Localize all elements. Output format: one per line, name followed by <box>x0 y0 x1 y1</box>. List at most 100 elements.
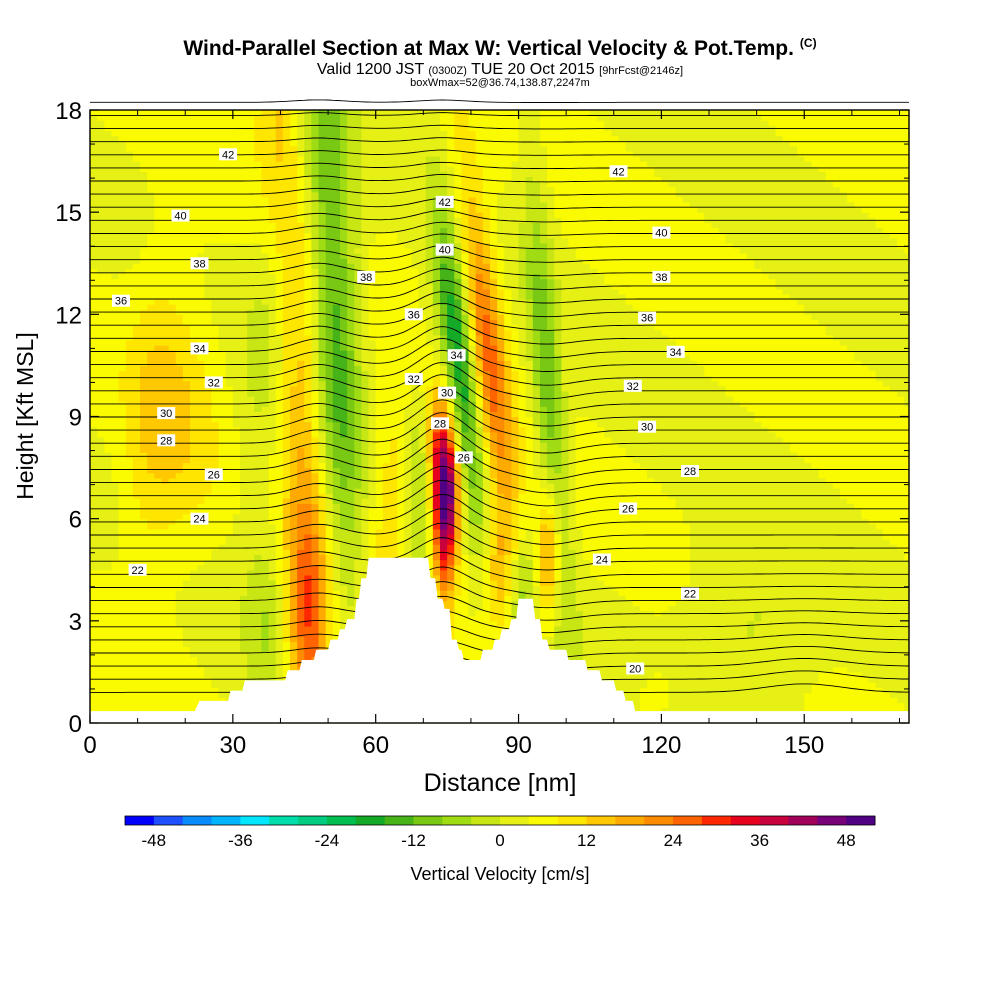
w-cell <box>568 518 577 525</box>
w-cell <box>261 677 270 683</box>
w-cell <box>861 605 870 612</box>
w-cell <box>268 666 277 673</box>
w-cell <box>632 513 641 520</box>
w-cell <box>497 585 505 591</box>
w-cell <box>211 661 220 668</box>
w-cell <box>711 671 720 678</box>
w-cell <box>275 523 284 530</box>
w-cell <box>797 574 805 581</box>
w-cell <box>889 559 898 566</box>
w-cell <box>747 554 755 561</box>
w-cell <box>447 569 455 576</box>
w-cell <box>654 549 662 556</box>
w-cell <box>304 631 313 637</box>
w-cell <box>397 554 405 561</box>
w-cell <box>182 569 191 576</box>
w-cell <box>589 549 598 556</box>
w-cell <box>661 559 670 566</box>
w-cell <box>318 544 327 550</box>
w-cell <box>604 671 612 678</box>
w-cell <box>875 605 884 612</box>
w-cell <box>125 625 134 632</box>
w-cell <box>732 513 741 520</box>
w-cell <box>754 528 762 535</box>
w-cell <box>854 707 862 714</box>
w-cell <box>289 641 298 647</box>
w-cell <box>132 677 141 683</box>
w-cell <box>447 590 455 596</box>
w-cell <box>204 528 213 535</box>
w-cell <box>661 666 670 673</box>
w-cell <box>104 666 113 673</box>
w-cell <box>768 528 777 535</box>
w-cell <box>861 544 870 550</box>
w-cell <box>182 559 191 566</box>
w-cell <box>661 646 670 653</box>
w-cell <box>675 631 684 637</box>
w-cell <box>868 533 877 540</box>
w-cell <box>411 554 420 561</box>
w-cell <box>747 656 755 663</box>
w-cell <box>354 533 363 540</box>
w-cell <box>554 641 562 647</box>
w-cell <box>497 508 505 515</box>
w-cell <box>761 677 770 683</box>
w-cell <box>675 651 684 658</box>
w-cell <box>747 615 755 622</box>
w-cell <box>861 646 870 653</box>
w-cell <box>718 595 727 601</box>
w-cell <box>682 656 691 663</box>
w-cell <box>747 677 755 683</box>
w-cell <box>111 574 120 581</box>
w-cell <box>275 513 284 520</box>
w-cell <box>839 692 848 699</box>
w-cell <box>261 656 270 663</box>
w-cell <box>97 661 105 668</box>
w-cell <box>775 610 784 617</box>
w-cell <box>839 707 848 714</box>
w-cell <box>182 661 191 668</box>
w-cell <box>489 539 498 545</box>
w-cell <box>854 600 862 607</box>
w-cell <box>675 671 684 678</box>
w-cell <box>611 671 620 678</box>
w-cell <box>332 533 341 540</box>
w-cell <box>889 513 898 520</box>
w-cell <box>725 661 734 668</box>
w-cell <box>161 564 170 571</box>
w-cell <box>511 539 520 545</box>
w-cell <box>218 569 227 576</box>
w-cell <box>154 692 163 699</box>
w-cell <box>782 631 791 637</box>
w-cell <box>554 585 562 591</box>
w-cell <box>625 539 634 545</box>
w-cell <box>747 579 755 586</box>
w-cell <box>140 528 148 535</box>
w-cell <box>825 585 834 591</box>
w-cell <box>732 508 741 515</box>
w-cell <box>361 508 370 515</box>
w-cell <box>832 666 841 673</box>
w-cell <box>97 671 105 678</box>
w-cell <box>825 564 834 571</box>
w-cell <box>654 569 662 576</box>
w-cell <box>132 590 141 596</box>
w-cell <box>168 625 177 632</box>
w-cell <box>839 641 848 647</box>
w-cell <box>861 523 870 530</box>
w-cell <box>304 554 313 561</box>
w-cell <box>589 579 598 586</box>
w-cell <box>304 549 313 556</box>
w-cell <box>597 666 605 673</box>
w-cell <box>711 656 720 663</box>
w-cell <box>175 677 184 683</box>
w-cell <box>632 636 641 642</box>
w-cell <box>682 554 691 561</box>
w-cell <box>118 631 127 637</box>
w-cell <box>161 549 170 556</box>
w-cell <box>575 579 584 586</box>
w-cell <box>839 687 848 693</box>
w-cell <box>539 564 548 571</box>
w-cell <box>347 498 355 504</box>
w-cell <box>232 513 241 520</box>
